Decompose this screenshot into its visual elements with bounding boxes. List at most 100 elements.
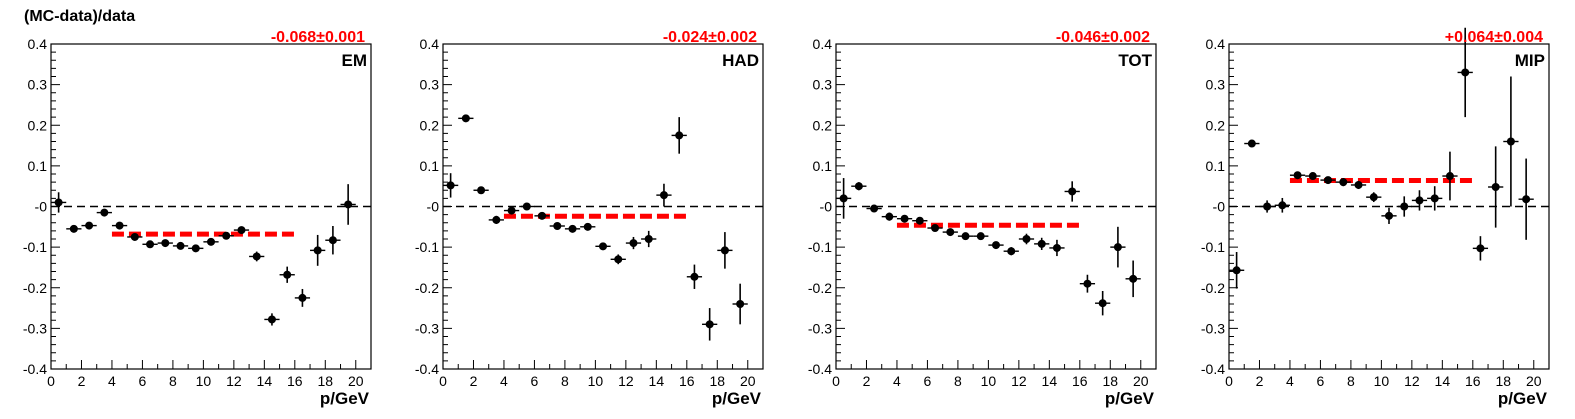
marker — [1308, 172, 1317, 181]
data-point — [172, 241, 189, 250]
marker — [1278, 201, 1287, 210]
marker — [1232, 266, 1241, 275]
y-tick-label: 0.4 — [813, 36, 833, 52]
data-point — [973, 232, 989, 241]
x-tick-label: 4 — [1286, 373, 1294, 389]
marker — [237, 226, 246, 235]
marker — [1506, 137, 1515, 146]
x-tick-label: 16 — [287, 373, 303, 389]
marker — [1400, 202, 1409, 211]
y-tick-label: -0 — [35, 199, 48, 215]
y-tick-label: -0.1 — [1201, 239, 1225, 255]
panel-mip: 0 2 4 6 8 10 12 14 16 18 20 -0.4 -0.3 -0.2 -0.1 -0 0.1 0.… — [1201, 27, 1550, 408]
marker — [915, 216, 924, 225]
marker — [931, 224, 940, 233]
x-tick-label: 2 — [1256, 373, 1264, 389]
marker — [885, 212, 894, 221]
data-point — [1396, 196, 1412, 217]
x-tick-label: 20 — [1526, 373, 1542, 389]
x-tick-label: 18 — [1495, 373, 1511, 389]
data-point — [1518, 158, 1534, 240]
marker — [1022, 235, 1031, 243]
marker — [1113, 243, 1122, 252]
data-point — [1289, 171, 1306, 180]
x-tick-label: 16 — [1465, 373, 1481, 389]
x-axis-label: p/GeV — [320, 389, 370, 408]
data-point — [264, 313, 280, 326]
panel-em: 0 2 4 6 8 10 12 14 16 18 20 -0.4 -0.3 -0.2 -0.1 -0 0.1 0.… — [23, 29, 372, 408]
marker — [161, 239, 170, 248]
data-point — [188, 244, 204, 253]
marker — [1491, 183, 1500, 191]
fit-result-label: -0.068±0.001 — [271, 29, 365, 46]
x-tick-label: 12 — [226, 373, 242, 389]
data-point — [564, 224, 581, 233]
data-point — [488, 215, 504, 224]
x-tick-label: 6 — [924, 373, 932, 389]
data-point — [1427, 186, 1443, 211]
marker — [1339, 178, 1348, 187]
data-point — [1244, 139, 1260, 148]
marker — [900, 214, 909, 223]
x-tick-label: 4 — [500, 373, 508, 389]
marker — [207, 237, 215, 246]
marker — [130, 232, 139, 241]
x-tick-label: 10 — [588, 373, 604, 389]
marker — [283, 270, 292, 279]
marker — [191, 244, 200, 253]
data-point — [927, 224, 943, 233]
y-tick-label: -0.2 — [808, 280, 832, 296]
marker — [85, 221, 94, 230]
data-point — [294, 288, 311, 307]
marker — [252, 252, 261, 261]
x-tick-label: 0 — [47, 373, 55, 389]
data-point — [1488, 146, 1504, 228]
panel-label: EM — [342, 51, 368, 70]
y-tick-label: -0.2 — [1201, 280, 1225, 296]
x-tick-label: 20 — [740, 373, 756, 389]
data-point — [1095, 291, 1111, 316]
y-tick-label: 0.3 — [420, 77, 440, 93]
marker — [568, 224, 577, 233]
marker — [553, 222, 562, 230]
data-point — [896, 214, 913, 223]
marker — [629, 239, 638, 248]
data-point — [866, 204, 882, 213]
marker — [1430, 194, 1439, 203]
panel-had: 0 2 4 6 8 10 12 14 16 18 20 -0.4 -0.3 -0.2 -0.1 -0 0.1 0.… — [415, 29, 764, 408]
y-tick-label: 0.2 — [420, 117, 440, 133]
marker — [222, 231, 231, 240]
marker — [1247, 139, 1256, 148]
marker — [614, 255, 623, 264]
x-tick-label: 8 — [169, 373, 177, 389]
data-point — [717, 232, 733, 269]
fit-result-label: -0.046±0.002 — [1056, 29, 1150, 46]
marker — [100, 208, 109, 217]
y-tick-label: 0.4 — [1206, 36, 1226, 52]
marker — [976, 232, 985, 241]
data-point — [1381, 207, 1397, 224]
data-point — [1125, 260, 1141, 298]
y-tick-label: -0.4 — [23, 361, 47, 377]
x-tick-label: 20 — [1133, 373, 1149, 389]
marker — [1037, 239, 1046, 248]
marker — [1052, 243, 1061, 252]
marker — [1129, 274, 1138, 283]
x-tick-label: 18 — [317, 373, 333, 389]
y-tick-label: -0 — [820, 199, 833, 215]
data-point — [641, 230, 657, 248]
data-point — [671, 117, 687, 154]
data-point — [1442, 151, 1458, 201]
data-point — [325, 226, 341, 255]
data-point — [1018, 233, 1035, 245]
x-tick-label: 0 — [439, 373, 447, 389]
data-point — [1335, 178, 1351, 187]
marker — [54, 198, 63, 207]
data-point — [142, 240, 158, 249]
data-point — [1229, 252, 1245, 289]
marker — [599, 242, 607, 251]
x-tick-label: 0 — [832, 373, 840, 389]
x-tick-label: 10 — [196, 373, 212, 389]
marker — [946, 228, 955, 237]
y-tick-label: 0.2 — [28, 117, 48, 133]
